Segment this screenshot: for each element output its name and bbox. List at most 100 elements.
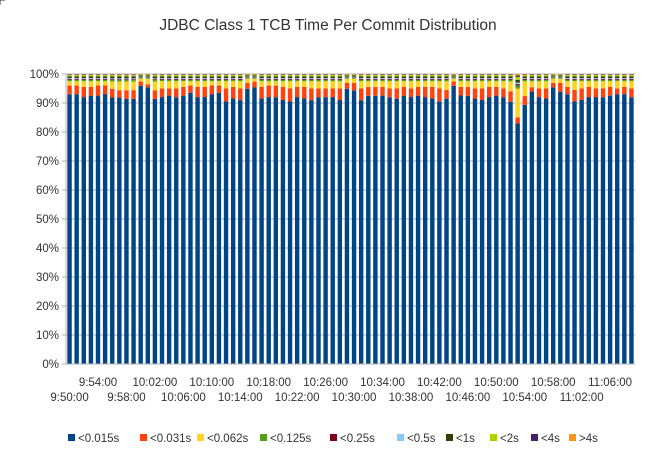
bar-segment bbox=[458, 78, 463, 79]
bar-segment bbox=[629, 74, 634, 75]
bar-segment bbox=[522, 96, 527, 105]
bar-segment bbox=[273, 78, 279, 80]
legend-swatch bbox=[490, 434, 497, 441]
bar-segment bbox=[508, 74, 513, 75]
bar-segment bbox=[330, 97, 335, 364]
bar-segment bbox=[302, 76, 307, 79]
bar-segment bbox=[515, 75, 520, 77]
bar-segment bbox=[529, 81, 535, 88]
bar-segment bbox=[102, 94, 108, 364]
y-tick-label: 70% bbox=[36, 156, 59, 168]
bar-segment bbox=[422, 74, 428, 75]
bar-segment bbox=[259, 74, 264, 77]
x-tick-label: 11:06:00 bbox=[588, 377, 632, 389]
bar-segment bbox=[302, 81, 307, 87]
bar-segment bbox=[543, 78, 549, 80]
bar-segment bbox=[124, 90, 129, 99]
bar-segment bbox=[252, 81, 257, 88]
bar-segment bbox=[188, 78, 193, 80]
bar-segment bbox=[309, 79, 314, 82]
bar-segment bbox=[88, 74, 94, 75]
bar-segment bbox=[401, 95, 407, 364]
bar-segment bbox=[159, 76, 165, 79]
bar-segment bbox=[138, 77, 143, 78]
bar-segment bbox=[558, 77, 563, 78]
bar-segment bbox=[586, 76, 591, 79]
bar-segment bbox=[486, 74, 492, 75]
bar-segment bbox=[287, 74, 293, 77]
bar-segment bbox=[181, 78, 186, 79]
bar-segment bbox=[437, 78, 442, 80]
bar-segment bbox=[373, 78, 378, 80]
bar-segment bbox=[294, 97, 300, 364]
bar-segment bbox=[287, 88, 293, 102]
bar-segment bbox=[302, 74, 307, 75]
bar-segment bbox=[422, 79, 428, 82]
bar-segment bbox=[600, 78, 606, 79]
bar-segment bbox=[216, 78, 222, 79]
y-tick-label: 40% bbox=[36, 243, 59, 255]
bar-segment bbox=[131, 76, 136, 79]
bar-segment bbox=[607, 74, 613, 77]
bar-segment bbox=[81, 74, 86, 75]
bar-segment bbox=[81, 74, 86, 77]
legend-swatch bbox=[140, 434, 147, 441]
x-tick-label: 10:30:00 bbox=[332, 392, 377, 404]
bar-segment bbox=[373, 76, 378, 79]
bar-segment bbox=[472, 78, 478, 79]
bar-segment bbox=[181, 81, 186, 87]
bar-segment bbox=[358, 78, 364, 79]
y-tick-label: 100% bbox=[30, 69, 59, 81]
bar-segment bbox=[337, 99, 343, 364]
bar-segment bbox=[230, 74, 236, 75]
bar-segment bbox=[444, 79, 449, 82]
bar-segment bbox=[216, 81, 222, 86]
bar-segment bbox=[95, 76, 101, 79]
bar-segment bbox=[337, 74, 343, 77]
bar-segment bbox=[238, 74, 243, 77]
bar-segment bbox=[536, 76, 542, 79]
bar-segment bbox=[451, 76, 456, 78]
bar-segment bbox=[202, 86, 207, 98]
bar-segment bbox=[380, 78, 385, 80]
bar-segment bbox=[159, 78, 165, 80]
bar-segment bbox=[572, 89, 577, 102]
bar-segment bbox=[394, 81, 399, 89]
bar-segment bbox=[572, 74, 577, 75]
bar-segment bbox=[138, 85, 143, 364]
bar-segment bbox=[145, 84, 150, 88]
bar-segment bbox=[465, 95, 471, 364]
bar-segment bbox=[558, 74, 563, 76]
bar-segment bbox=[501, 78, 506, 80]
bar-segment bbox=[117, 74, 122, 77]
bar-segment bbox=[465, 79, 471, 82]
x-tick-label: 10:38:00 bbox=[389, 392, 434, 404]
bar-segment bbox=[387, 88, 392, 98]
bar-segment bbox=[110, 78, 115, 80]
bar-segment bbox=[408, 79, 414, 82]
legend-item: <0.062s bbox=[197, 433, 248, 445]
x-tick-label: 10:10:00 bbox=[189, 377, 234, 389]
bar-segment bbox=[394, 79, 399, 82]
bar-segment bbox=[558, 78, 563, 83]
bar-segment bbox=[273, 81, 279, 86]
bar-segment bbox=[202, 78, 207, 79]
bar-segment bbox=[88, 78, 94, 79]
bar-segment bbox=[323, 78, 328, 80]
bar-segment bbox=[202, 97, 207, 364]
y-tick-label: 80% bbox=[36, 127, 59, 139]
bar-segment bbox=[309, 88, 314, 101]
bar-segment bbox=[600, 74, 606, 77]
bar-segment bbox=[401, 81, 407, 87]
x-tick-labels: 9:54:00 10:02:00 10:10:00 10:18:00 10:26:00 1… bbox=[50, 377, 632, 404]
bar-segment bbox=[67, 78, 72, 80]
bar-segment bbox=[565, 81, 570, 87]
bar-segment bbox=[110, 74, 115, 75]
bar-segment bbox=[323, 74, 328, 77]
bar-segment bbox=[245, 77, 250, 78]
bar-segment bbox=[558, 91, 563, 365]
bar-segment bbox=[472, 74, 478, 77]
bar-segment bbox=[600, 76, 606, 79]
bar-segment bbox=[95, 78, 101, 79]
bar-segment bbox=[472, 81, 478, 89]
